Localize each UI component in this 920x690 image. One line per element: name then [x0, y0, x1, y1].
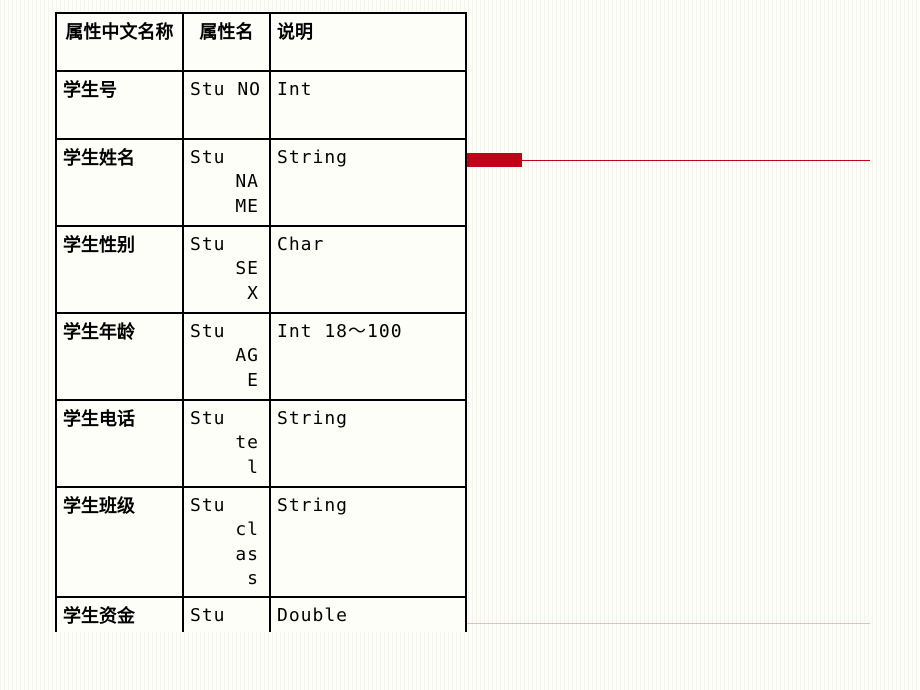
attr-main: Stu — [190, 407, 263, 431]
cell-cn: 学生姓名 — [56, 139, 183, 226]
cell-attr: Stu AG E — [183, 313, 270, 400]
header-description: 说明 — [270, 13, 466, 71]
attr-cont: l — [190, 456, 263, 480]
cell-desc: Int — [270, 71, 466, 139]
attr-main: Stu — [190, 233, 263, 257]
header-chinese-name: 属性中文名称 — [56, 13, 183, 71]
cell-desc: Char — [270, 226, 466, 313]
cell-desc: String — [270, 487, 466, 597]
header-attr-name: 属性名 — [183, 13, 270, 71]
table-row: 学生姓名 Stu NA ME String — [56, 139, 466, 226]
cell-desc: Int 18～100 — [270, 313, 466, 400]
attr-cont: X — [190, 282, 263, 306]
attr-cont: NA — [190, 170, 263, 194]
cell-desc: Double — [270, 597, 466, 632]
attr-cont: AG — [190, 344, 263, 368]
cell-attr: Stu NO — [183, 71, 270, 139]
table-row: 学生资金 Stu Double — [56, 597, 466, 632]
cell-cn: 学生电话 — [56, 400, 183, 487]
cell-attr: Stu — [183, 597, 270, 632]
table-row: 学生年龄 Stu AG E Int 18～100 — [56, 313, 466, 400]
cell-attr: Stu NA ME — [183, 139, 270, 226]
attr-main: Stu — [190, 604, 263, 628]
cell-cn: 学生班级 — [56, 487, 183, 597]
table-header-row: 属性中文名称 属性名 说明 — [56, 13, 466, 71]
table-row: 学生号 Stu NO Int — [56, 71, 466, 139]
attribute-table: 属性中文名称 属性名 说明 学生号 Stu NO Int 学生姓名 Stu NA… — [55, 12, 467, 632]
cell-desc: String — [270, 139, 466, 226]
attr-cont: ME — [190, 195, 263, 219]
cell-attr: Stu SE X — [183, 226, 270, 313]
cell-attr: Stu te l — [183, 400, 270, 487]
cell-desc: String — [270, 400, 466, 487]
attr-main: Stu — [190, 320, 263, 344]
red-accent-line — [522, 160, 870, 161]
cell-cn: 学生性别 — [56, 226, 183, 313]
attr-main: Stu — [190, 146, 263, 170]
attr-main: Stu — [190, 494, 263, 518]
attr-cont: as — [190, 543, 263, 567]
cell-cn: 学生号 — [56, 71, 183, 139]
table-row: 学生班级 Stu cl as s String — [56, 487, 466, 597]
table-row: 学生性别 Stu SE X Char — [56, 226, 466, 313]
table-row: 学生电话 Stu te l String — [56, 400, 466, 487]
attr-cont: SE — [190, 257, 263, 281]
attr-cont: te — [190, 431, 263, 455]
attr-cont: s — [190, 567, 263, 591]
attr-cont: cl — [190, 518, 263, 542]
cell-attr: Stu cl as s — [183, 487, 270, 597]
attr-main: Stu NO — [190, 78, 263, 102]
cell-cn: 学生资金 — [56, 597, 183, 632]
cell-cn: 学生年龄 — [56, 313, 183, 400]
attr-cont: E — [190, 369, 263, 393]
